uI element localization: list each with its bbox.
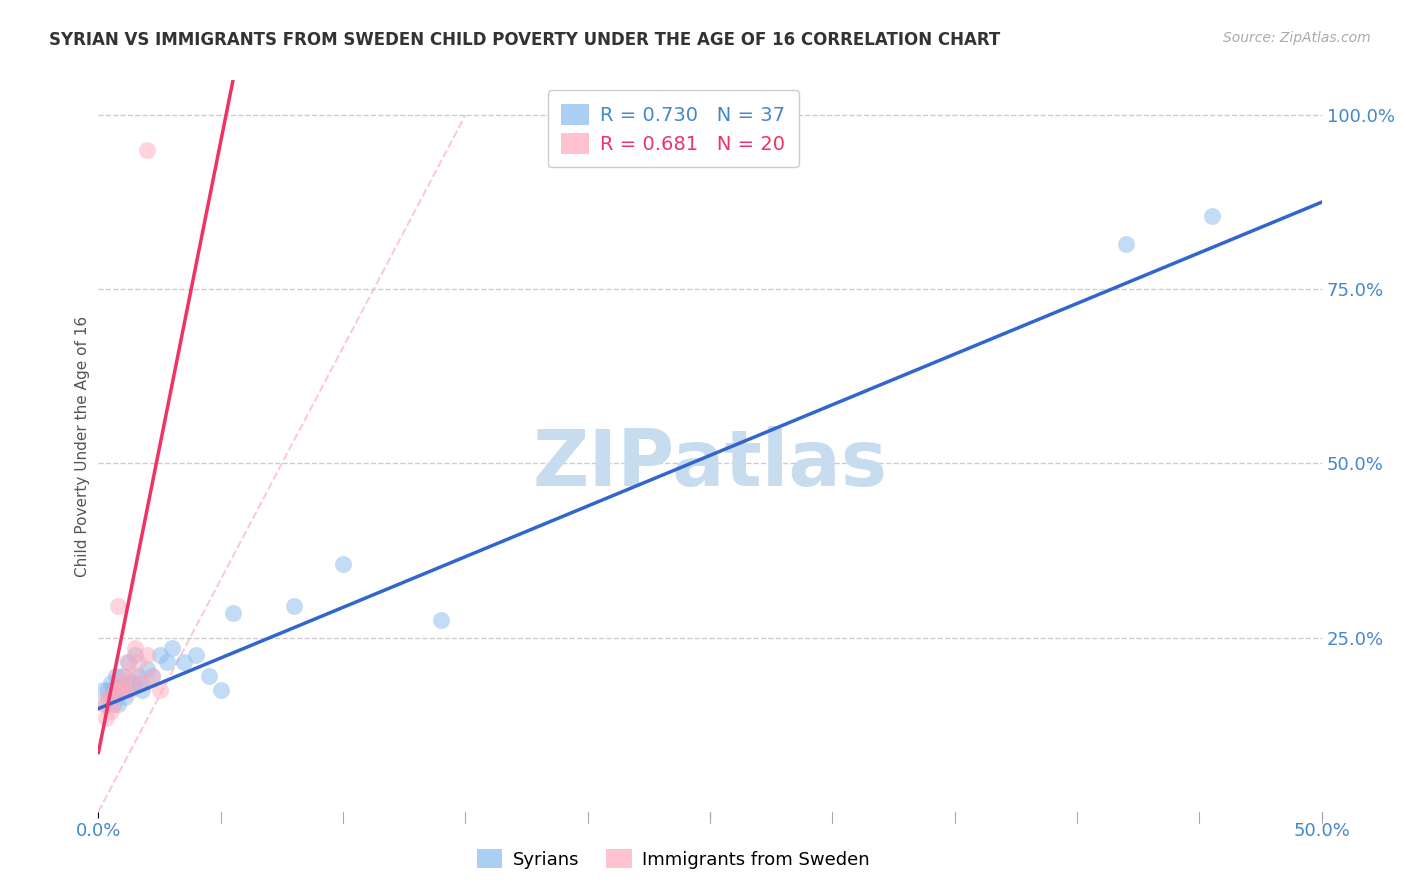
Point xyxy=(124,640,146,655)
Point xyxy=(136,662,159,676)
Point xyxy=(430,613,453,627)
Point xyxy=(332,558,354,572)
Point xyxy=(104,690,127,704)
Point xyxy=(91,682,114,697)
Y-axis label: Child Poverty Under the Age of 16: Child Poverty Under the Age of 16 xyxy=(75,316,90,576)
Point xyxy=(100,704,122,718)
Point xyxy=(186,648,208,662)
Point xyxy=(111,669,134,683)
Point xyxy=(149,648,172,662)
Point xyxy=(120,682,142,697)
Point xyxy=(120,676,142,690)
Point xyxy=(141,669,163,683)
Text: Source: ZipAtlas.com: Source: ZipAtlas.com xyxy=(1223,31,1371,45)
Point xyxy=(156,655,179,669)
Point xyxy=(104,669,127,683)
Point xyxy=(107,682,129,697)
Point xyxy=(117,655,139,669)
Point xyxy=(110,676,132,690)
Point xyxy=(94,711,117,725)
Legend: Syrians, Immigrants from Sweden: Syrians, Immigrants from Sweden xyxy=(470,841,877,876)
Point xyxy=(197,669,219,683)
Point xyxy=(111,682,134,697)
Point xyxy=(222,606,245,620)
Point xyxy=(209,682,232,697)
Point xyxy=(107,599,129,614)
Point xyxy=(160,640,183,655)
Point xyxy=(114,669,136,683)
Point xyxy=(104,682,127,697)
Point xyxy=(149,682,172,697)
Point xyxy=(107,697,129,711)
Point xyxy=(173,655,195,669)
Point xyxy=(101,697,124,711)
Point xyxy=(131,676,153,690)
Point xyxy=(1115,237,1137,252)
Point xyxy=(129,676,152,690)
Point xyxy=(100,676,122,690)
Point xyxy=(127,655,149,669)
Point xyxy=(111,682,134,697)
Point xyxy=(1201,209,1223,223)
Point xyxy=(136,143,159,157)
Point xyxy=(283,599,305,614)
Point xyxy=(100,690,122,704)
Point xyxy=(94,697,117,711)
Point xyxy=(114,690,136,704)
Point xyxy=(101,697,124,711)
Point xyxy=(121,669,143,683)
Point xyxy=(141,669,163,683)
Point xyxy=(127,669,149,683)
Point xyxy=(131,682,153,697)
Point xyxy=(101,682,124,697)
Point xyxy=(124,648,146,662)
Point xyxy=(117,655,139,669)
Point xyxy=(97,682,120,697)
Point xyxy=(121,676,143,690)
Point xyxy=(97,690,120,704)
Point xyxy=(110,682,132,697)
Text: SYRIAN VS IMMIGRANTS FROM SWEDEN CHILD POVERTY UNDER THE AGE OF 16 CORRELATION C: SYRIAN VS IMMIGRANTS FROM SWEDEN CHILD P… xyxy=(49,31,1001,49)
Point xyxy=(107,676,129,690)
Text: ZIPatlas: ZIPatlas xyxy=(533,426,887,502)
Point xyxy=(91,697,114,711)
Point xyxy=(136,648,159,662)
